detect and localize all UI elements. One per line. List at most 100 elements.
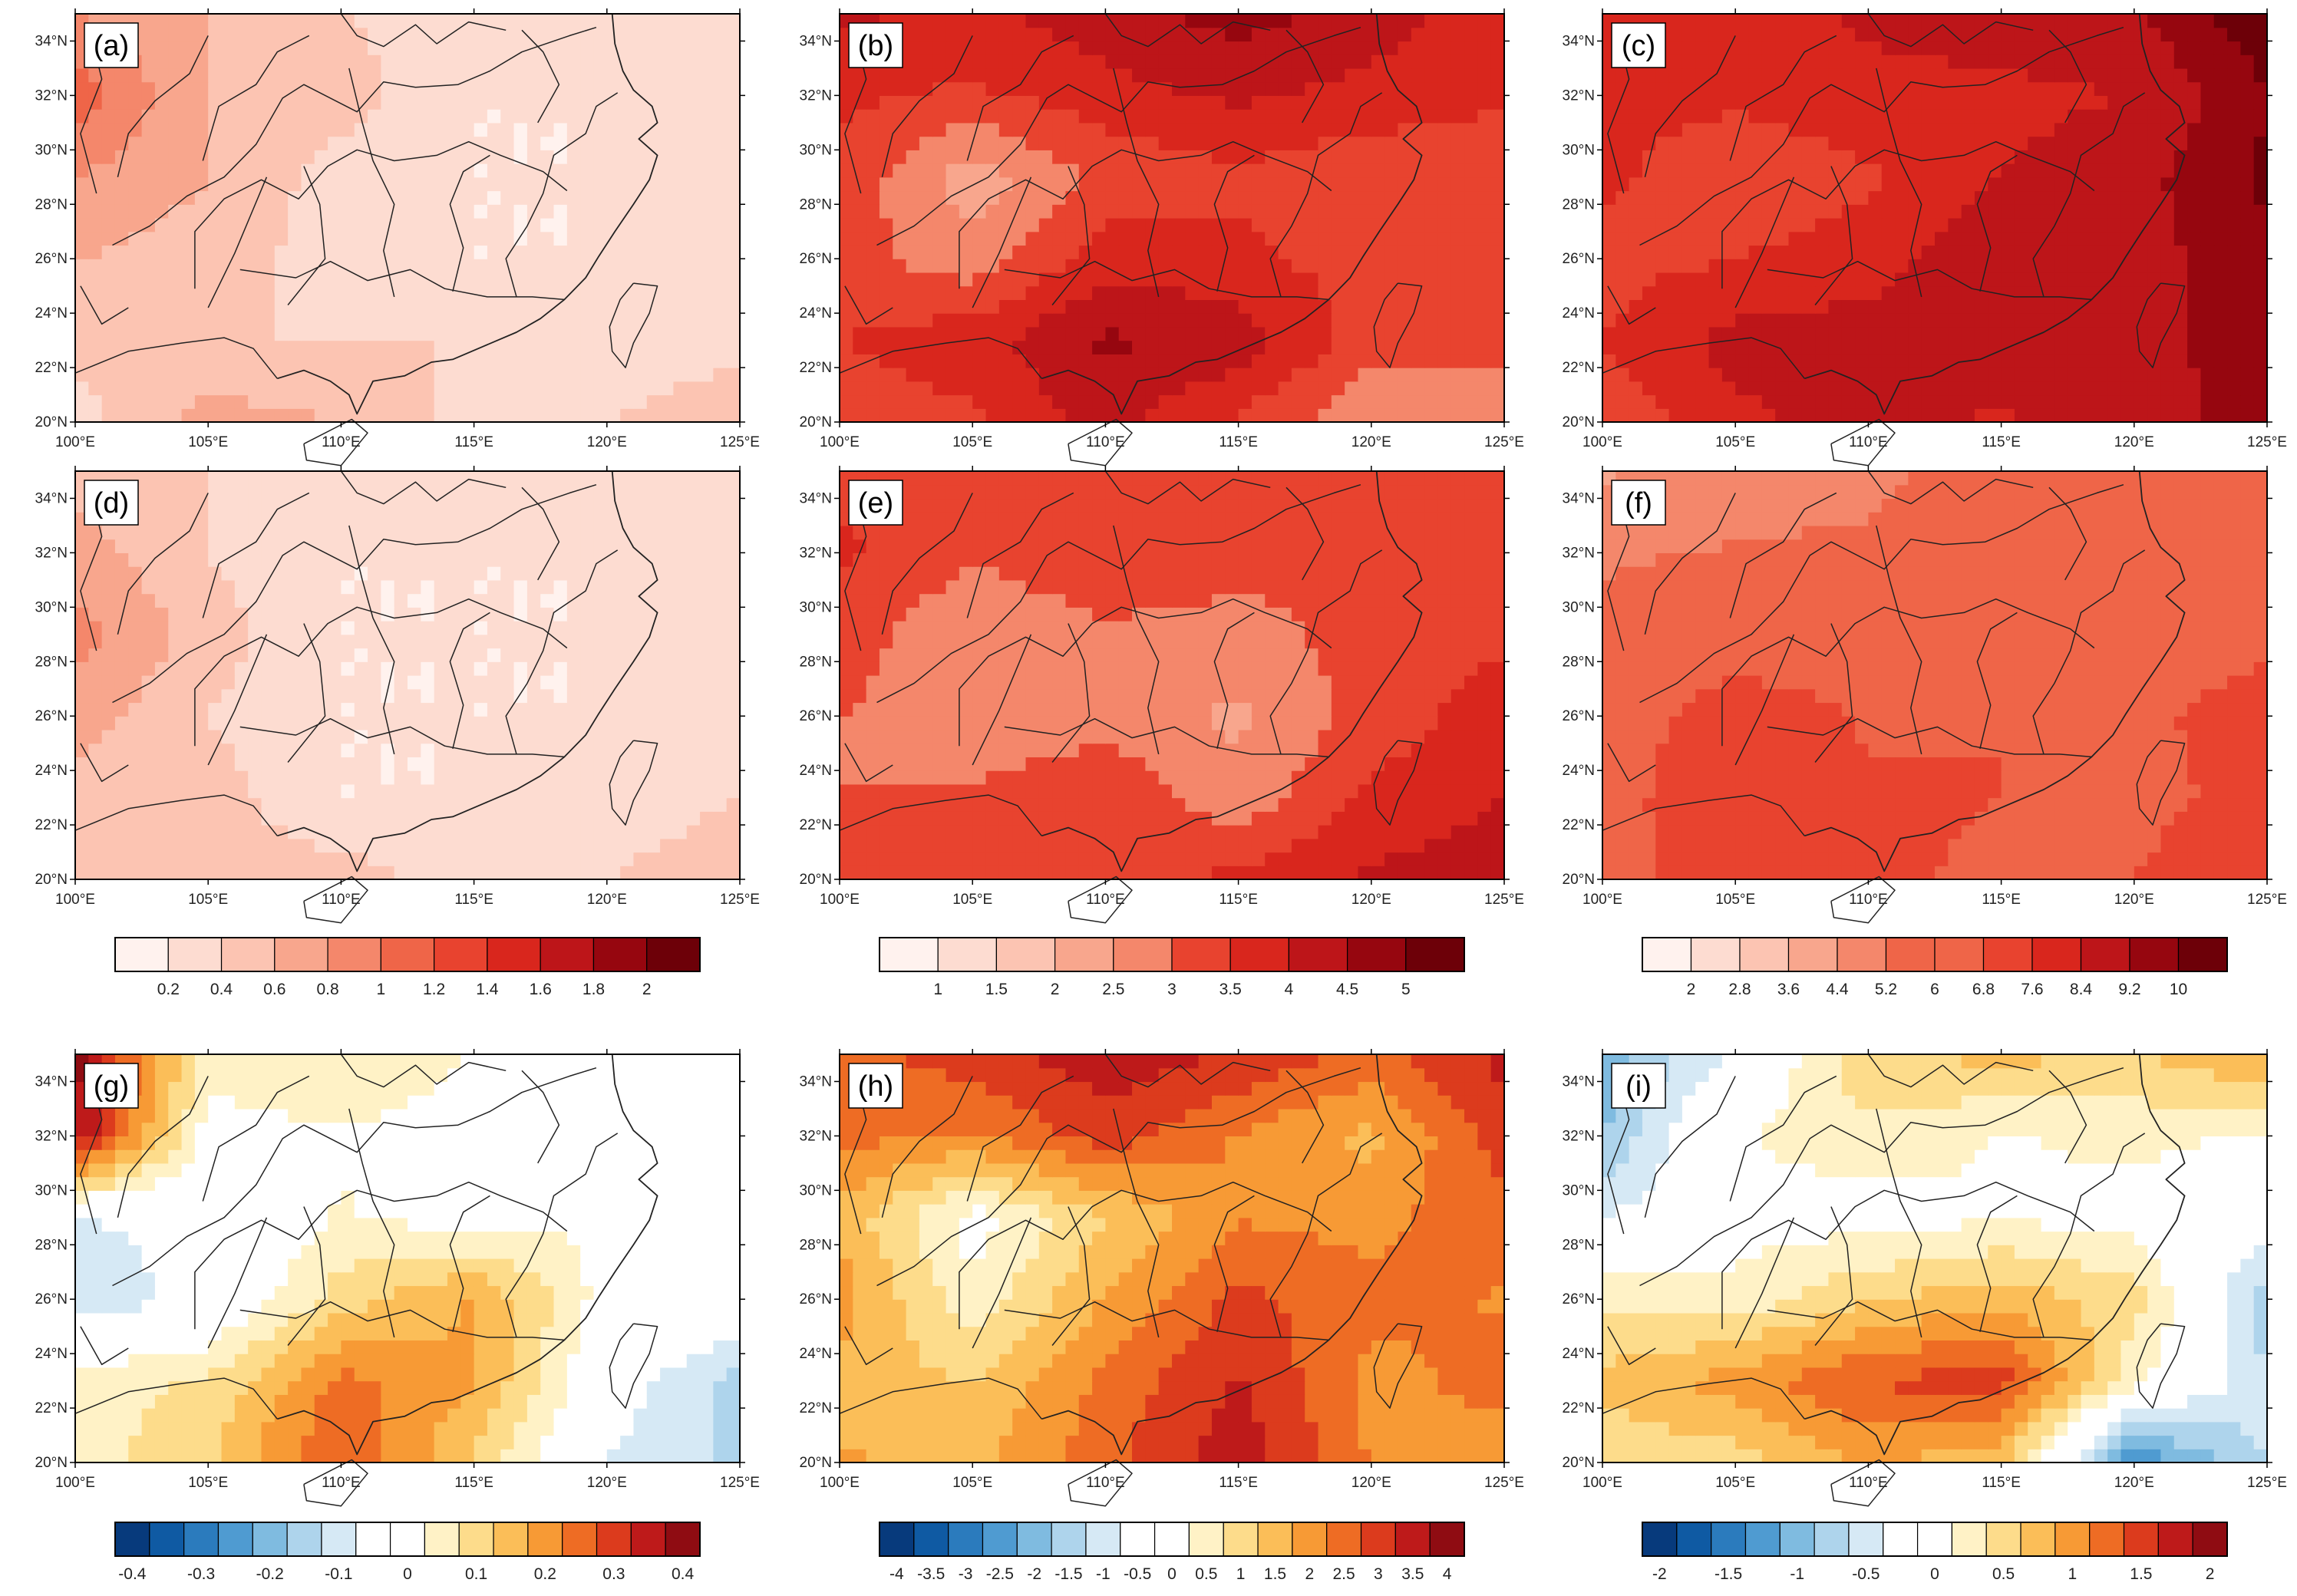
field-cell	[408, 313, 421, 328]
field-cell	[1371, 163, 1385, 178]
field-cell	[354, 245, 368, 259]
field-cell	[673, 368, 688, 382]
field-cell	[646, 231, 661, 246]
field-cell	[1961, 176, 1975, 192]
field-cell	[421, 825, 435, 839]
field-cell	[1615, 218, 1630, 232]
field-cell	[75, 797, 89, 812]
field-cell	[474, 163, 488, 178]
field-cell	[208, 122, 223, 137]
field-cell	[606, 176, 621, 192]
field-cell	[1868, 41, 1883, 55]
field-cell	[1642, 68, 1656, 83]
field-cell	[1490, 95, 1505, 110]
field-cell	[2213, 41, 2228, 55]
field-cell	[181, 272, 196, 287]
field-cell	[2160, 27, 2175, 42]
field-cell	[1172, 190, 1186, 205]
field-cell	[526, 811, 541, 826]
field-cell	[713, 81, 728, 96]
field-cell	[1424, 176, 1438, 192]
field-cell	[181, 285, 196, 300]
field-cell	[2107, 394, 2122, 409]
field-cell	[314, 68, 328, 83]
field-cell	[946, 408, 960, 423]
field-cell	[1225, 340, 1239, 354]
field-cell	[1748, 394, 1763, 409]
field-cell	[646, 41, 661, 55]
field-cell	[288, 245, 302, 259]
field-cell	[1038, 54, 1053, 69]
field-cell	[660, 354, 674, 368]
field-cell	[261, 326, 276, 341]
field-cell	[408, 150, 421, 164]
field-cell	[2054, 272, 2068, 287]
field-cell	[2054, 231, 2068, 246]
field-cell	[853, 218, 867, 232]
field-cell	[700, 245, 714, 259]
field-cell	[1078, 27, 1093, 42]
field-cell	[998, 150, 1013, 164]
field-cell	[460, 326, 475, 341]
field-cell	[274, 381, 289, 396]
field-cell	[474, 176, 488, 192]
field-cell	[2200, 231, 2215, 246]
field-cell	[840, 394, 853, 409]
field-cell	[328, 218, 342, 232]
field-cell	[1251, 231, 1266, 246]
field-cell	[1841, 231, 1856, 246]
field-cell	[998, 394, 1013, 409]
field-cell	[114, 285, 129, 300]
field-cell	[1331, 109, 1345, 124]
field-cell	[660, 109, 674, 124]
field-cell	[1681, 190, 1696, 205]
field-cell	[1881, 231, 1896, 246]
field-cell	[1118, 41, 1133, 55]
field-cell	[1655, 326, 1670, 341]
field-cell	[1251, 285, 1266, 300]
field-cell	[1828, 136, 1843, 150]
field-cell	[1815, 368, 1830, 382]
field-cell	[1172, 368, 1186, 382]
field-cell	[2054, 190, 2068, 205]
field-cell	[181, 150, 196, 164]
field-cell	[1092, 245, 1106, 259]
field-cell	[919, 368, 933, 382]
field-cell	[713, 381, 728, 396]
field-cell	[2120, 340, 2135, 354]
field-cell	[154, 354, 169, 368]
field-cell	[1211, 285, 1226, 300]
field-cell	[1291, 259, 1305, 273]
field-cell	[2200, 54, 2215, 69]
field-cell	[1105, 136, 1120, 150]
field-cell	[1642, 176, 1656, 192]
field-cell	[2253, 68, 2268, 83]
field-cell	[1921, 204, 1936, 219]
field-cell	[1775, 122, 1790, 137]
field-cell	[1238, 27, 1252, 42]
field-cell	[248, 285, 262, 300]
field-cell	[1118, 204, 1133, 219]
field-cell	[1464, 218, 1478, 232]
field-cell	[381, 354, 395, 368]
field-cell	[314, 122, 328, 137]
field-cell	[1935, 340, 1949, 354]
field-cell	[1331, 54, 1345, 69]
field-cell	[2187, 231, 2201, 246]
field-cell	[593, 109, 608, 124]
field-cell	[2173, 354, 2188, 368]
field-cell	[553, 54, 568, 69]
field-cell	[660, 340, 674, 354]
field-cell	[1358, 41, 1372, 55]
field-cell	[1225, 190, 1239, 205]
field-cell	[540, 204, 555, 219]
field-cell	[1921, 259, 1936, 273]
field-cell	[853, 408, 867, 423]
field-cell	[2160, 408, 2175, 423]
lat-tick-label: 30°N	[800, 142, 832, 158]
field-cell	[500, 218, 515, 232]
field-cell	[713, 54, 728, 69]
field-cell	[1935, 326, 1949, 341]
field-cell	[1371, 204, 1385, 219]
